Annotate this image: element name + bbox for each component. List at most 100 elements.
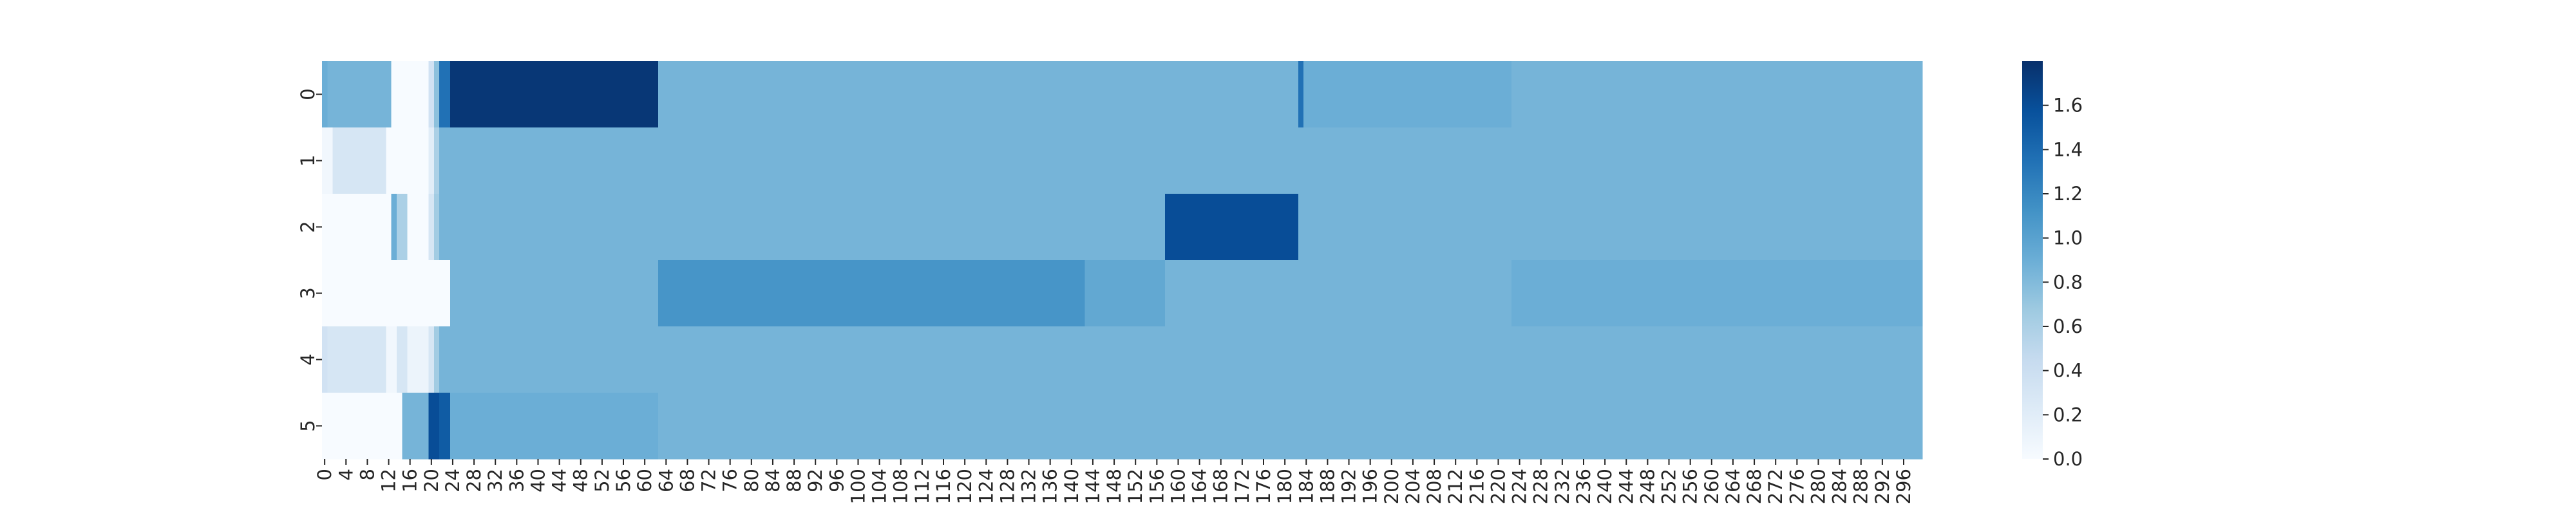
colorbar-tick-label: 1.4 xyxy=(2053,138,2083,160)
x-tick-label: 216 xyxy=(1466,469,1488,504)
x-tick-label: 112 xyxy=(911,469,933,504)
x-tick-label: 128 xyxy=(996,469,1018,504)
x-tick-label: 196 xyxy=(1359,469,1381,504)
x-tick-label: 68 xyxy=(676,469,698,492)
x-tick-label: 120 xyxy=(954,469,976,504)
heatmap-cell xyxy=(386,127,430,194)
x-tick-label: 4 xyxy=(335,469,357,480)
x-tick-label: 204 xyxy=(1402,469,1424,504)
heatmap-cell xyxy=(428,393,440,460)
x-tick-label: 12 xyxy=(378,469,400,492)
x-tick-label: 276 xyxy=(1786,469,1808,504)
x-tick-label: 268 xyxy=(1743,469,1765,504)
heatmap-cell xyxy=(396,326,408,393)
x-tick-label: 108 xyxy=(890,469,912,504)
heatmap-cell xyxy=(386,326,397,393)
x-tick-label: 80 xyxy=(741,469,762,492)
x-axis-ticks: 0 4 8 12 16 20 24 28 32 36 40 44 48 52 56 60 64 68 72 76 80 8… xyxy=(314,459,1915,504)
x-tick-label: 28 xyxy=(463,469,485,492)
x-tick-label: 36 xyxy=(506,469,527,492)
y-axis-ticks: 0 1 2 3 4 5 xyxy=(297,88,322,432)
x-tick-label: 236 xyxy=(1573,469,1595,504)
colorbar-tick-label: 0.4 xyxy=(2053,360,2083,382)
heatmap-cell xyxy=(658,393,1923,460)
x-tick-label: 224 xyxy=(1509,469,1531,504)
x-tick-label: 188 xyxy=(1316,469,1338,504)
heatmap-cell xyxy=(322,61,328,128)
heatmap-cell xyxy=(439,194,1166,261)
y-tick-label: 1 xyxy=(297,154,319,166)
heatmap-cell xyxy=(332,127,386,194)
heatmap-cell xyxy=(433,194,440,261)
heatmap-cell xyxy=(439,393,451,460)
x-tick-label: 252 xyxy=(1658,469,1680,504)
heatmap-cell xyxy=(402,393,430,460)
x-tick-label: 52 xyxy=(591,469,613,492)
x-tick-label: 180 xyxy=(1274,469,1296,504)
heatmap-cell xyxy=(407,326,430,393)
x-tick-label: 48 xyxy=(570,469,592,492)
x-tick-label: 64 xyxy=(655,469,677,492)
x-tick-label: 92 xyxy=(804,469,826,492)
heatmap-cell xyxy=(439,326,1923,393)
x-tick-label: 132 xyxy=(1018,469,1040,504)
colorbar-tick-label: 0.6 xyxy=(2053,315,2083,337)
heatmap-cell xyxy=(658,61,1299,128)
x-tick-label: 296 xyxy=(1893,469,1915,504)
colorbar-tick-label: 0.0 xyxy=(2053,448,2083,470)
x-tick-label: 232 xyxy=(1551,469,1573,504)
heatmap-cell xyxy=(450,393,659,460)
y-tick-label: 4 xyxy=(297,353,319,365)
x-tick-label: 88 xyxy=(783,469,805,492)
x-tick-label: 100 xyxy=(847,469,869,504)
heatmap-cell xyxy=(439,127,1923,194)
heatmap-cell xyxy=(327,326,386,393)
x-tick-label: 292 xyxy=(1871,469,1893,504)
heatmap-cell xyxy=(1164,260,1512,327)
x-tick-label: 152 xyxy=(1124,469,1146,504)
x-tick-label: 156 xyxy=(1146,469,1168,504)
heatmap-cell xyxy=(386,393,402,460)
x-tick-label: 144 xyxy=(1082,469,1104,504)
y-tick-label: 5 xyxy=(297,420,319,431)
heatmap-cell xyxy=(433,61,440,128)
heatmap-cell xyxy=(407,194,430,261)
x-tick-label: 172 xyxy=(1231,469,1253,504)
colorbar-gradient xyxy=(2022,61,2043,459)
x-tick-label: 260 xyxy=(1701,469,1723,504)
colorbar: 0.0 0.2 0.4 0.6 0.8 1.0 1.2 1.4 1.6 xyxy=(2022,61,2083,470)
x-tick-label: 280 xyxy=(1807,469,1829,504)
heatmap-cell xyxy=(428,194,435,261)
heatmap-cell xyxy=(439,61,451,128)
x-tick-label: 32 xyxy=(484,469,506,492)
heatmap-cell xyxy=(433,127,440,194)
heatmap-cell xyxy=(450,260,659,327)
heatmap-cell xyxy=(322,194,392,261)
x-tick-label: 16 xyxy=(399,469,421,492)
heatmap-cell xyxy=(396,194,408,261)
heatmap-cell xyxy=(658,260,1086,327)
x-tick-label: 0 xyxy=(314,469,336,480)
x-tick-label: 56 xyxy=(612,469,634,492)
x-tick-label: 24 xyxy=(442,469,464,492)
x-tick-label: 288 xyxy=(1850,469,1872,504)
x-tick-label: 140 xyxy=(1061,469,1083,504)
colorbar-tick-label: 0.2 xyxy=(2053,404,2083,426)
x-tick-label: 124 xyxy=(975,469,997,504)
heatmap-cells xyxy=(322,61,1923,460)
x-tick-label: 184 xyxy=(1295,469,1317,504)
heatmap-cell xyxy=(322,260,451,327)
x-tick-label: 76 xyxy=(719,469,741,492)
x-tick-label: 160 xyxy=(1167,469,1189,504)
x-tick-label: 256 xyxy=(1680,469,1701,504)
heatmap-cell xyxy=(450,61,659,128)
x-tick-label: 212 xyxy=(1444,469,1466,504)
x-tick-label: 20 xyxy=(421,469,442,492)
colorbar-tick-label: 1.6 xyxy=(2053,95,2083,117)
x-tick-label: 248 xyxy=(1636,469,1658,504)
colorbar-tick-label: 1.2 xyxy=(2053,183,2083,205)
heatmap-cell xyxy=(391,61,430,128)
x-tick-label: 96 xyxy=(826,469,848,492)
heatmap-cell xyxy=(322,127,334,194)
